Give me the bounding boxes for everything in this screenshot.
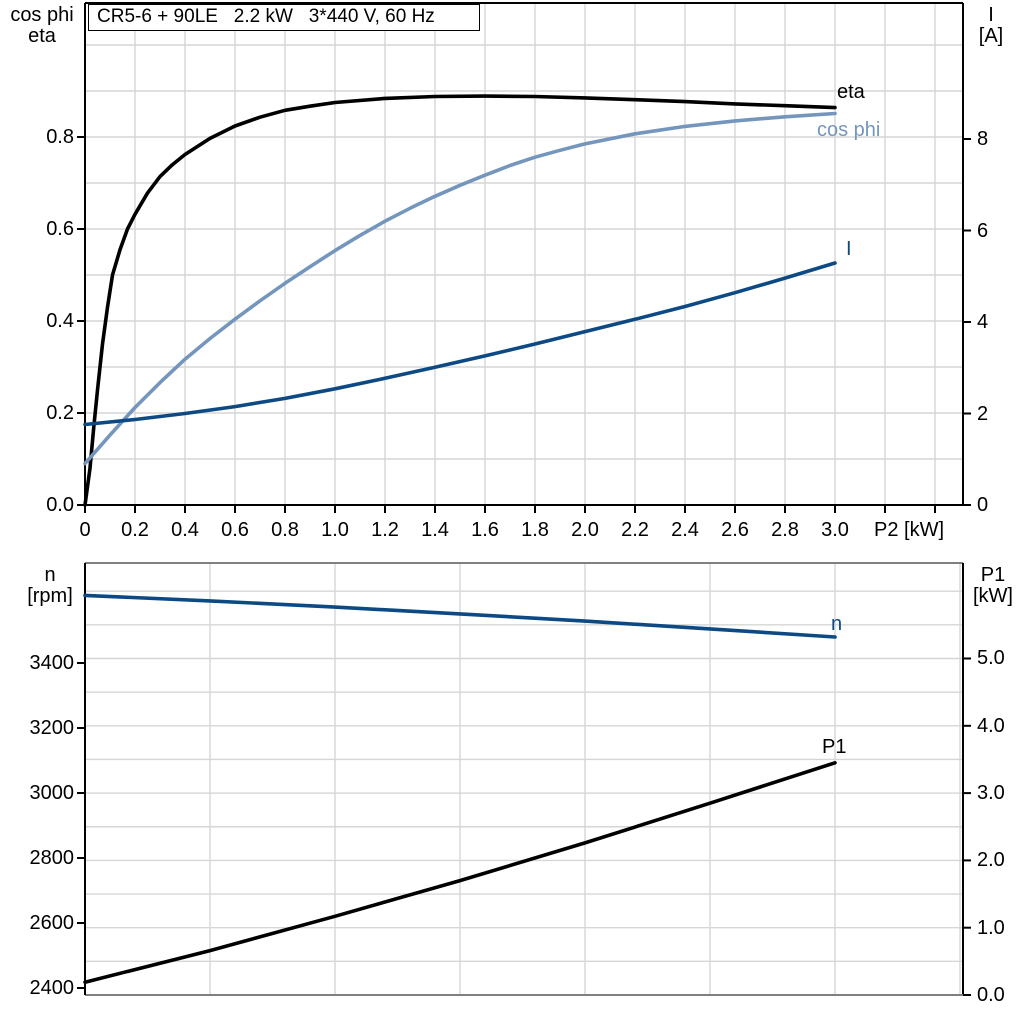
top-chart-x-tick-label: 0.8 xyxy=(271,519,299,541)
eta-curve xyxy=(83,94,837,507)
bottom-chart-left-tick-label: 2400 xyxy=(29,977,75,999)
p1-axis-title-line1: P1 xyxy=(980,564,1006,586)
right-axis-title-line2: [A] xyxy=(978,25,1004,47)
left-axis-title-line1: cos phi xyxy=(10,4,74,26)
bottom-chart-right-tick-label: 3.0 xyxy=(977,782,1005,805)
top-chart-right-tick-label: 6 xyxy=(977,219,989,242)
current-curve xyxy=(83,261,837,427)
speed-axis-title-line1: n xyxy=(44,564,56,586)
x-axis-label: P2 [kW] xyxy=(874,519,945,541)
top-chart-left-tick-label: 0.8 xyxy=(46,125,74,148)
top-chart-x-tick-label: 1.6 xyxy=(471,519,499,541)
bottom-chart-right-tick-label: 2.0 xyxy=(977,849,1005,872)
speed-curve-label: n xyxy=(831,613,843,635)
top-chart-x-tick-label: 2.2 xyxy=(621,519,649,541)
bottom-chart-right-axis-title: P1 [kW] xyxy=(963,565,1023,607)
top-chart-x-tick-label: 2.6 xyxy=(721,519,749,541)
top-chart-x-tick-label: 3.0 xyxy=(821,519,849,541)
speed-curve xyxy=(83,593,837,639)
left-axis-title-line2: eta xyxy=(28,25,56,47)
top-chart-right-tick-label: 8 xyxy=(977,128,989,150)
top-chart-x-tick-label: 0 xyxy=(79,519,91,541)
top-chart-right-tick-label: 0 xyxy=(977,494,989,516)
top-chart-x-tick-label: 1.2 xyxy=(371,519,399,541)
eta-curve-label: eta xyxy=(837,81,865,103)
p1-curve-label: P1 xyxy=(822,736,847,758)
bottom-chart-right-tick-label: 5.0 xyxy=(977,647,1005,670)
current-curve-label: I xyxy=(846,238,852,260)
bottom-chart-left-tick-label: 3200 xyxy=(29,717,75,739)
top-chart-x-tick-label: 1.4 xyxy=(421,519,449,541)
top-chart-x-tick-label: 2.0 xyxy=(571,519,599,541)
cos-phi-curve xyxy=(83,111,837,466)
top-chart-x-tick-label: 0.4 xyxy=(171,519,199,541)
p1-axis-title-line2: [kW] xyxy=(973,585,1013,607)
bottom-chart-left-tick-label: 2600 xyxy=(29,912,75,934)
top-chart-left-tick-label: 0.6 xyxy=(46,217,74,240)
top-chart-right-tick-label: 2 xyxy=(977,402,989,425)
top-chart-x-tick-label: 0.2 xyxy=(121,519,149,541)
chart-title-box: CR5-6 + 90LE 2.2 kW 3*440 V, 60 Hz xyxy=(88,4,480,31)
top-chart-right-tick-label: 4 xyxy=(977,311,989,333)
bottom-chart-left-tick-label: 3400 xyxy=(29,652,75,674)
bottom-chart-right-tick-label: 0.0 xyxy=(977,984,1005,1006)
bottom-chart-left-tick-label: 2800 xyxy=(29,847,75,869)
top-chart-x-tick-label: 2.4 xyxy=(671,519,699,541)
bottom-chart-right-tick-label: 1.0 xyxy=(977,916,1005,939)
bottom-chart-left-axis-title: n [rpm] xyxy=(14,565,86,607)
top-chart-left-tick-label: 0.0 xyxy=(46,494,74,516)
top-chart-right-axis-title: I [A] xyxy=(963,5,1019,47)
speed-axis-title-line2: [rpm] xyxy=(27,585,73,607)
right-axis-title-line1: I xyxy=(988,4,994,26)
top-chart-left-tick-label: 0.4 xyxy=(46,309,74,332)
bottom-chart-right-tick-label: 4.0 xyxy=(977,714,1005,737)
top-chart-x-tick-label: 0.6 xyxy=(221,519,249,541)
top-chart-x-tick-label: 1.0 xyxy=(321,519,349,541)
p1-curve xyxy=(83,760,837,985)
cos-phi-curve-label: cos phi xyxy=(817,119,881,141)
top-chart-left-tick-label: 0.2 xyxy=(46,401,74,424)
top-chart-x-tick-label: 2.8 xyxy=(771,519,799,541)
bottom-chart-left-tick-label: 3000 xyxy=(29,782,75,804)
top-chart-x-tick-label: 1.8 xyxy=(521,519,549,541)
top-chart-left-axis-title: cos phi eta xyxy=(0,5,84,47)
